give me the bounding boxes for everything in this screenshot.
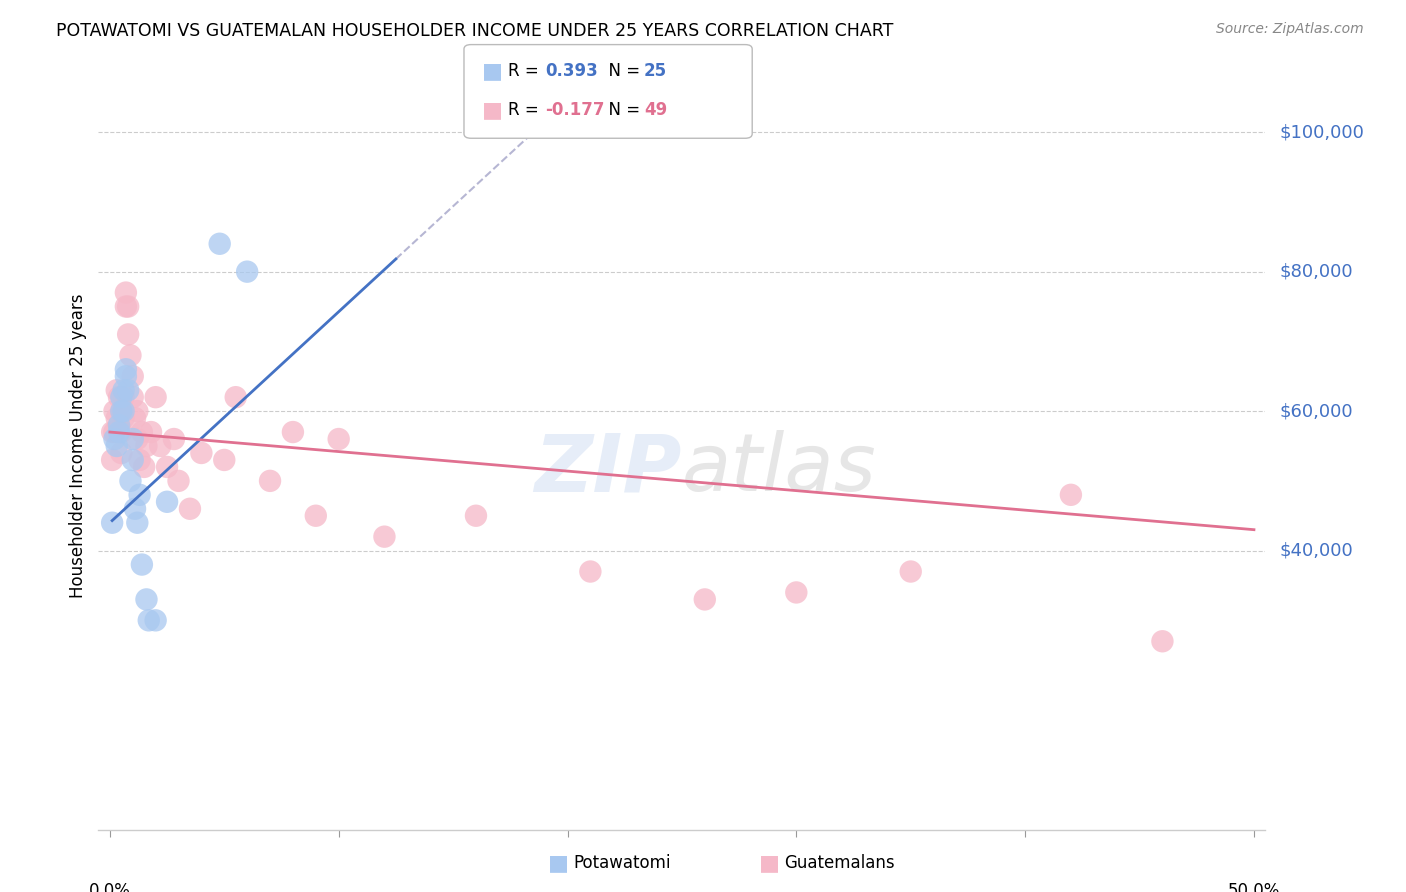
- Text: 49: 49: [644, 101, 668, 119]
- Text: 25: 25: [644, 62, 666, 80]
- Point: [101, 425, 124, 439]
- Text: N =: N =: [598, 62, 645, 80]
- Point: [135, 439, 157, 453]
- Point: [131, 425, 153, 439]
- Point: [128, 488, 150, 502]
- Point: [128, 453, 150, 467]
- Point: [190, 446, 212, 460]
- Text: ■: ■: [759, 854, 780, 873]
- Point: [163, 432, 186, 446]
- Text: R =: R =: [508, 62, 544, 80]
- Point: [103, 425, 125, 439]
- Point: [127, 404, 149, 418]
- Point: [101, 453, 124, 467]
- Point: [117, 300, 139, 314]
- Point: [305, 508, 328, 523]
- Point: [121, 453, 143, 467]
- Point: [124, 411, 146, 425]
- Point: [112, 411, 135, 425]
- Text: Potawatomi: Potawatomi: [574, 855, 671, 872]
- Point: [103, 404, 125, 418]
- Point: [214, 453, 236, 467]
- Point: [156, 459, 179, 474]
- Point: [127, 432, 149, 446]
- Point: [121, 369, 143, 384]
- Point: [108, 418, 131, 433]
- Point: [121, 390, 143, 404]
- Text: ZIP: ZIP: [534, 430, 682, 508]
- Text: ■: ■: [482, 100, 503, 120]
- Point: [112, 383, 135, 397]
- Point: [115, 300, 138, 314]
- Point: [115, 362, 138, 376]
- Point: [145, 613, 167, 627]
- Point: [115, 369, 138, 384]
- Point: [110, 446, 132, 460]
- Point: [124, 501, 146, 516]
- Point: [900, 565, 922, 579]
- Point: [138, 613, 160, 627]
- Point: [110, 390, 132, 404]
- Point: [120, 474, 142, 488]
- Point: [101, 516, 124, 530]
- Point: [135, 592, 157, 607]
- Point: [156, 495, 179, 509]
- Text: N =: N =: [598, 101, 645, 119]
- Point: [108, 390, 131, 404]
- Point: [179, 501, 201, 516]
- Text: $40,000: $40,000: [1279, 541, 1353, 559]
- Text: 50.0%: 50.0%: [1227, 882, 1279, 892]
- Text: 0.393: 0.393: [546, 62, 599, 80]
- Text: ■: ■: [482, 62, 503, 81]
- Point: [693, 592, 716, 607]
- Point: [110, 404, 132, 418]
- Point: [134, 459, 156, 474]
- Point: [127, 516, 149, 530]
- Point: [149, 439, 172, 453]
- Text: $100,000: $100,000: [1279, 123, 1364, 141]
- Point: [103, 432, 125, 446]
- Point: [225, 390, 247, 404]
- Point: [120, 348, 142, 362]
- Text: Source: ZipAtlas.com: Source: ZipAtlas.com: [1216, 22, 1364, 37]
- Point: [328, 432, 350, 446]
- Point: [465, 508, 488, 523]
- Point: [139, 425, 162, 439]
- Text: R =: R =: [508, 101, 544, 119]
- Text: ■: ■: [548, 854, 569, 873]
- Point: [121, 432, 143, 446]
- Point: [108, 418, 131, 433]
- Point: [110, 425, 132, 439]
- Point: [167, 474, 190, 488]
- Text: Guatemalans: Guatemalans: [785, 855, 896, 872]
- Point: [281, 425, 304, 439]
- Point: [236, 265, 259, 279]
- Point: [145, 390, 167, 404]
- Text: atlas: atlas: [682, 430, 877, 508]
- Text: -0.177: -0.177: [546, 101, 605, 119]
- Point: [259, 474, 281, 488]
- Text: $60,000: $60,000: [1279, 402, 1353, 420]
- Point: [117, 327, 139, 342]
- Point: [105, 439, 128, 453]
- Point: [105, 411, 128, 425]
- Point: [117, 383, 139, 397]
- Point: [1060, 488, 1083, 502]
- Point: [373, 530, 395, 544]
- Point: [208, 236, 231, 251]
- Point: [115, 285, 138, 300]
- Text: POTAWATOMI VS GUATEMALAN HOUSEHOLDER INCOME UNDER 25 YEARS CORRELATION CHART: POTAWATOMI VS GUATEMALAN HOUSEHOLDER INC…: [56, 22, 894, 40]
- Text: $80,000: $80,000: [1279, 262, 1353, 281]
- Point: [108, 425, 131, 439]
- Y-axis label: Householder Income Under 25 years: Householder Income Under 25 years: [69, 293, 87, 599]
- Point: [131, 558, 153, 572]
- Point: [112, 404, 135, 418]
- Text: 0.0%: 0.0%: [89, 882, 131, 892]
- Point: [110, 404, 132, 418]
- Point: [105, 383, 128, 397]
- Point: [1152, 634, 1174, 648]
- Point: [579, 565, 602, 579]
- Point: [112, 390, 135, 404]
- Point: [785, 585, 807, 599]
